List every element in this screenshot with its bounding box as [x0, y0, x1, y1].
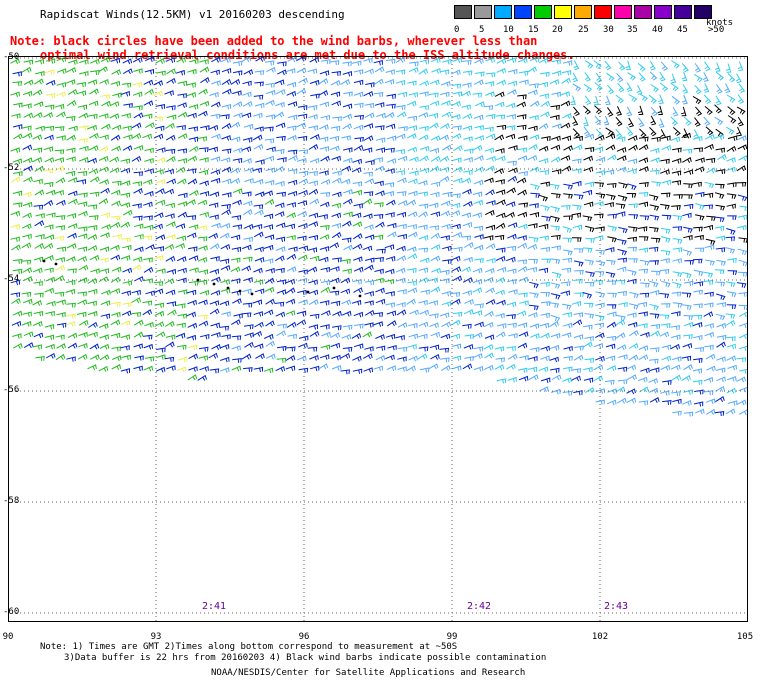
longitude-label: 102 [591, 632, 609, 642]
legend-tick-label: >50 [708, 25, 725, 35]
legend-swatch [474, 5, 492, 19]
latitude-label: -60 [3, 607, 20, 617]
wind-barb-map [8, 56, 748, 622]
legend-tick-label: 35 [627, 25, 638, 35]
legend-tick-label: 15 [528, 25, 539, 35]
latitude-label: -54 [3, 274, 20, 284]
latitude-label: -52 [3, 163, 20, 173]
legend-tick-label: 5 [479, 25, 485, 35]
longitude-label: 96 [298, 632, 310, 642]
longitude-label: 93 [150, 632, 162, 642]
legend-tick-label: 20 [552, 25, 563, 35]
legend-swatch [534, 5, 552, 19]
legend-swatch [554, 5, 572, 19]
footer-credit: NOAA/NESDIS/Center for Satellite Applica… [211, 668, 526, 678]
map-title: Rapidscat Winds(12.5KM) v1 20160203 desc… [40, 8, 345, 21]
map-frame [8, 56, 748, 622]
legend-tick-label: 0 [454, 25, 460, 35]
pass-time-label: 2:41 [201, 601, 227, 612]
latitude-label: -56 [3, 385, 20, 395]
pass-time-label: 2:43 [603, 601, 629, 612]
legend-swatch [694, 5, 712, 19]
legend-tick-label: 30 [603, 25, 614, 35]
legend-swatch [594, 5, 612, 19]
legend-swatch [574, 5, 592, 19]
legend-tick-label: 25 [578, 25, 589, 35]
lat-lon-grid [8, 56, 748, 622]
legend-swatch [634, 5, 652, 19]
legend-tick-label: 10 [503, 25, 514, 35]
wind-barbs [10, 56, 748, 417]
latitude-label: -58 [3, 496, 20, 506]
longitude-label: 90 [2, 632, 14, 642]
legend-swatch [614, 5, 632, 19]
legend-swatch [654, 5, 672, 19]
contamination-dots [42, 259, 362, 298]
legend-swatch [454, 5, 472, 19]
wind-speed-legend: 0 5 10 15 20 25 30 35 40 45 >50 [454, 5, 724, 35]
footer-note-line1: Note: 1) Times are GMT 2)Times along bot… [40, 642, 458, 652]
longitude-label: 105 [736, 632, 754, 642]
longitude-label: 99 [446, 632, 458, 642]
legend-tick-label: 45 [677, 25, 688, 35]
legend-swatch [494, 5, 512, 19]
legend-unit: knots [706, 18, 734, 28]
legend-tick-label: 40 [652, 25, 663, 35]
latitude-label: -50 [3, 52, 20, 62]
contamination-note-line1: Note: black circles have been added to t… [10, 34, 538, 48]
pass-time-label: 2:42 [466, 601, 492, 612]
legend-swatch [514, 5, 532, 19]
footer-note-line2: 3)Data buffer is 22 hrs from 20160203 4)… [64, 653, 547, 663]
legend-swatch [674, 5, 692, 19]
